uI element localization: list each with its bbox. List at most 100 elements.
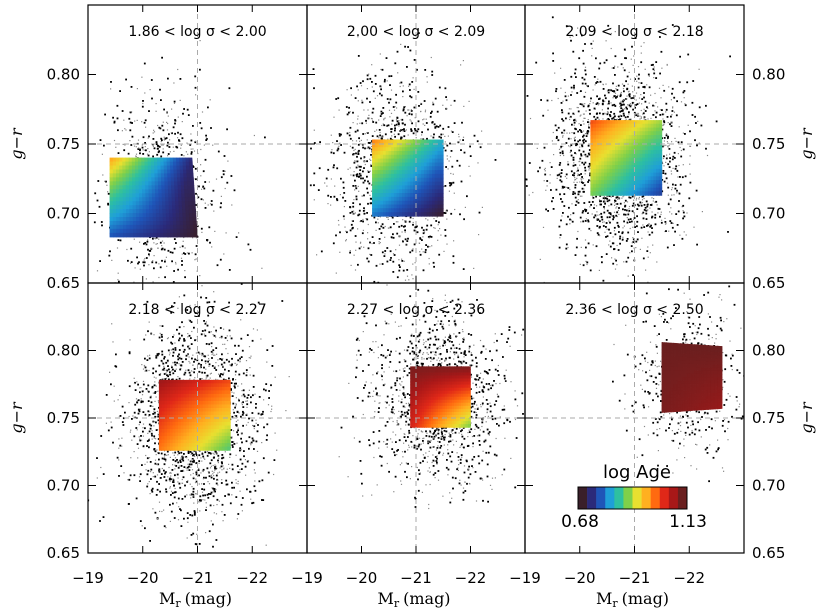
- scatter-point: [116, 117, 119, 120]
- scatter-point: [606, 103, 609, 105]
- scatter-point: [139, 268, 141, 270]
- scatter-point: [563, 132, 565, 134]
- age-map-cell: [393, 196, 398, 202]
- scatter-point: [310, 147, 312, 150]
- scatter-point: [395, 93, 397, 96]
- scatter-point: [399, 235, 401, 237]
- age-map-cell: [399, 170, 403, 175]
- age-map-cell: [377, 212, 381, 217]
- scatter-point: [656, 261, 658, 263]
- age-map-cell: [402, 193, 406, 198]
- scatter-point: [585, 246, 587, 249]
- scatter-point: [170, 132, 172, 134]
- age-map-cell: [393, 158, 398, 164]
- scatter-point: [589, 172, 592, 175]
- age-map-cell: [434, 154, 439, 160]
- scatter-point: [330, 178, 332, 180]
- scatter-point: [358, 213, 361, 216]
- scatter-point: [402, 85, 404, 87]
- age-map-cell: [116, 177, 120, 182]
- scatter-point: [357, 115, 359, 117]
- age-map-cell: [407, 189, 411, 194]
- age-map-cell: [391, 166, 395, 171]
- scatter-point: [160, 155, 163, 158]
- scatter-point: [572, 212, 575, 215]
- age-map-cell: [399, 166, 403, 171]
- age-map-cell: [179, 169, 184, 174]
- scatter-point: [412, 77, 414, 79]
- age-map-cell: [404, 212, 409, 217]
- age-map-cell: [385, 212, 390, 217]
- scatter-point: [134, 267, 136, 269]
- age-map-cell: [404, 181, 409, 186]
- scatter-point: [626, 238, 629, 240]
- scatter-point: [644, 68, 646, 70]
- scatter-point: [612, 218, 614, 221]
- scatter-point: [346, 132, 349, 135]
- scatter-point: [142, 261, 145, 264]
- age-map-cell: [402, 196, 406, 202]
- age-map-cell: [393, 166, 398, 171]
- scatter-point: [336, 167, 339, 170]
- scatter-point: [614, 92, 617, 94]
- scatter-point: [357, 118, 359, 120]
- scatter-point: [636, 103, 639, 105]
- age-map-cell: [173, 228, 178, 234]
- scatter-point: [561, 109, 563, 111]
- age-map-cell: [388, 189, 392, 194]
- scatter-point: [549, 162, 551, 164]
- scatter-point: [541, 159, 544, 162]
- age-map-cell: [122, 185, 127, 190]
- scatter-point: [213, 210, 215, 212]
- scatter-point: [356, 160, 359, 163]
- scatter-point: [171, 108, 173, 110]
- age-map-cell: [170, 169, 175, 174]
- scatter-point: [479, 146, 482, 149]
- scatter-point: [363, 157, 365, 159]
- scatter-point: [161, 124, 164, 127]
- scatter-point: [160, 141, 162, 143]
- scatter-point: [184, 253, 187, 255]
- scatter-point: [164, 276, 166, 279]
- scatter-point: [589, 269, 592, 272]
- age-map-cell: [399, 200, 403, 206]
- scatter-point: [389, 226, 392, 229]
- scatter-point: [667, 203, 670, 206]
- scatter-point: [616, 244, 618, 247]
- scatter-point: [352, 220, 354, 222]
- scatter-point: [665, 161, 667, 163]
- scatter-point: [443, 186, 445, 188]
- age-map-cell: [116, 165, 120, 171]
- scatter-point: [431, 74, 434, 76]
- scatter-point: [152, 145, 154, 147]
- age-map-cell: [167, 185, 172, 190]
- age-map-cell: [136, 209, 141, 214]
- scatter-point: [390, 130, 393, 133]
- scatter-point: [220, 202, 222, 205]
- scatter-point: [386, 98, 389, 100]
- scatter-point: [602, 221, 604, 223]
- scatter-point: [194, 141, 197, 144]
- scatter-point: [166, 129, 169, 131]
- scatter-point: [582, 134, 585, 137]
- age-map-cell: [432, 208, 436, 213]
- age-map-cell: [180, 177, 185, 182]
- scatter-point: [431, 70, 434, 73]
- scatter-point: [407, 109, 409, 111]
- scatter-point: [663, 165, 665, 167]
- scatter-point: [543, 180, 545, 182]
- age-map-cell: [388, 154, 392, 160]
- age-map-cell: [421, 151, 425, 156]
- scatter-point: [575, 246, 578, 249]
- age-map-cell: [119, 205, 124, 210]
- scatter-point: [383, 80, 386, 83]
- scatter-point: [676, 224, 679, 226]
- age-map-cell: [172, 224, 178, 230]
- scatter-point: [161, 240, 164, 242]
- age-map-cell: [112, 169, 117, 174]
- age-map-cell: [393, 208, 398, 213]
- scatter-point: [559, 151, 562, 154]
- age-map-cell: [142, 217, 147, 222]
- age-map-cell: [122, 201, 127, 206]
- age-map-cell: [160, 169, 165, 174]
